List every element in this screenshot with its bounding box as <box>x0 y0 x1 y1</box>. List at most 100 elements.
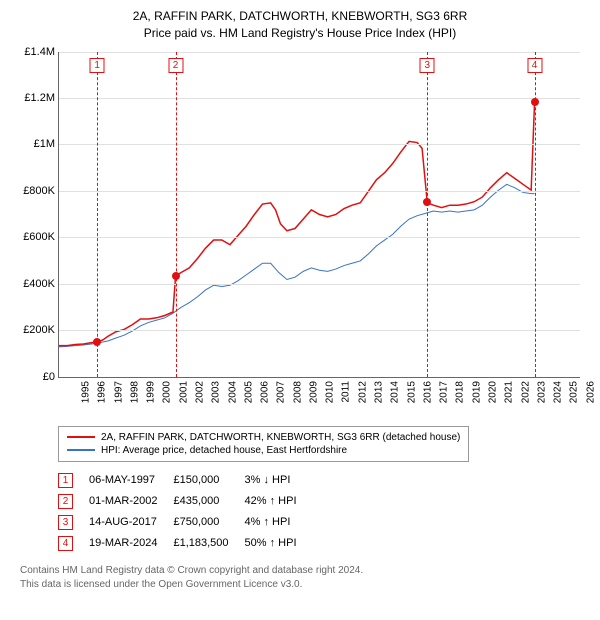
legend: 2A, RAFFIN PARK, DATCHWORTH, KNEBWORTH, … <box>58 426 469 462</box>
x-axis-label: 2010 <box>324 381 335 403</box>
x-axis-label: 2012 <box>357 381 368 403</box>
title-address: 2A, RAFFIN PARK, DATCHWORTH, KNEBWORTH, … <box>10 8 590 25</box>
page-container: 2A, RAFFIN PARK, DATCHWORTH, KNEBWORTH, … <box>0 0 600 620</box>
y-axis-label: £600K <box>23 231 55 243</box>
sale-number-box: 2 <box>58 494 73 509</box>
y-axis-label: £200K <box>23 324 55 336</box>
sale-delta-cell: 50% ↑ HPI <box>245 533 313 554</box>
gridline <box>59 52 580 53</box>
y-axis-label: £800K <box>23 185 55 197</box>
sale-number-box: 1 <box>58 473 73 488</box>
x-axis-label: 2017 <box>438 381 449 403</box>
sale-marker-line <box>176 52 177 377</box>
sale-number-cell: 1 <box>58 470 89 491</box>
x-axis-label: 2022 <box>520 381 531 403</box>
x-axis-label: 2016 <box>422 381 433 403</box>
x-axis-label: 2006 <box>259 381 270 403</box>
x-axis-label: 2023 <box>536 381 547 403</box>
legend-swatch-hpi <box>67 449 95 451</box>
y-axis-label: £1.4M <box>24 46 55 58</box>
sale-number-cell: 2 <box>58 491 89 512</box>
plot-area: £0£200K£400K£600K£800K£1M£1.2M£1.4M1234 <box>58 52 580 378</box>
sale-marker-number: 3 <box>420 58 435 73</box>
sale-marker-dot <box>423 198 431 206</box>
y-axis-label: £1.2M <box>24 92 55 104</box>
legend-row-hpi: HPI: Average price, detached house, East… <box>67 444 460 457</box>
x-axis-label: 2025 <box>569 381 580 403</box>
sale-price-cell: £750,000 <box>173 512 244 533</box>
x-axis-label: 2007 <box>276 381 287 403</box>
sale-delta-cell: 42% ↑ HPI <box>245 491 313 512</box>
x-axis-label: 1996 <box>97 381 108 403</box>
sale-delta-cell: 3% ↓ HPI <box>245 470 313 491</box>
gridline <box>59 191 580 192</box>
x-axis-label: 2018 <box>455 381 466 403</box>
gridline <box>59 330 580 331</box>
x-axis-label: 2011 <box>340 381 351 403</box>
sale-price-cell: £435,000 <box>173 491 244 512</box>
y-axis-label: £1M <box>34 138 55 150</box>
x-axis-label: 2021 <box>504 381 515 403</box>
sale-marker-number: 1 <box>90 58 105 73</box>
sale-date-cell: 19-MAR-2024 <box>89 533 173 554</box>
x-axis-label: 2026 <box>585 381 596 403</box>
x-axis-label: 1998 <box>129 381 140 403</box>
sale-marker-dot <box>172 272 180 280</box>
x-axis-label: 2009 <box>308 381 319 403</box>
table-row: 3 14-AUG-2017£750,0004% ↑ HPI <box>58 512 313 533</box>
footer-copyright: Contains HM Land Registry data © Crown c… <box>20 564 590 578</box>
x-axis-label: 2002 <box>194 381 205 403</box>
chart-lines-svg <box>59 52 580 377</box>
x-axis-label: 2005 <box>243 381 254 403</box>
x-axis-label: 2000 <box>162 381 173 403</box>
y-axis-label: £0 <box>43 371 55 383</box>
sale-marker-line <box>97 52 98 377</box>
table-row: 419-MAR-2024£1,183,50050% ↑ HPI <box>58 533 313 554</box>
sale-price-cell: £150,000 <box>173 470 244 491</box>
x-axis-label: 2019 <box>471 381 482 403</box>
x-axis-label: 2008 <box>292 381 303 403</box>
sale-delta-cell: 4% ↑ HPI <box>245 512 313 533</box>
table-row: 2 01-MAR-2002£435,00042% ↑ HPI <box>58 491 313 512</box>
x-axis-label: 1999 <box>145 381 156 403</box>
x-axis-label: 2014 <box>390 381 401 403</box>
sale-date-cell: 01-MAR-2002 <box>89 491 173 512</box>
x-axis-label: 2003 <box>211 381 222 403</box>
title-subtitle: Price paid vs. HM Land Registry's House … <box>10 25 590 42</box>
x-axis-label: 2015 <box>406 381 417 403</box>
sale-number-cell: 3 <box>58 512 89 533</box>
sale-number-box: 4 <box>58 536 73 551</box>
x-axis-label: 2001 <box>178 381 189 403</box>
sale-marker-dot <box>93 338 101 346</box>
x-axis-label: 2024 <box>552 381 563 403</box>
sale-marker-number: 4 <box>527 58 542 73</box>
gridline <box>59 144 580 145</box>
gridline <box>59 237 580 238</box>
sale-marker-dot <box>531 98 539 106</box>
sale-date-cell: 06-MAY-1997 <box>89 470 173 491</box>
footer-licence: This data is licensed under the Open Gov… <box>20 578 590 592</box>
series-line <box>59 184 535 347</box>
x-axis-label: 2013 <box>373 381 384 403</box>
sale-number-box: 3 <box>58 515 73 530</box>
y-axis-label: £400K <box>23 278 55 290</box>
sale-marker-number: 2 <box>168 58 183 73</box>
x-axis-label: 2004 <box>227 381 238 403</box>
legend-label-hpi: HPI: Average price, detached house, East… <box>101 445 347 456</box>
title-block: 2A, RAFFIN PARK, DATCHWORTH, KNEBWORTH, … <box>10 8 590 42</box>
legend-swatch-property <box>67 436 95 438</box>
legend-label-property: 2A, RAFFIN PARK, DATCHWORTH, KNEBWORTH, … <box>101 432 460 443</box>
x-axis-label: 2020 <box>487 381 498 403</box>
x-axis-labels: 1995199619971998199920002001200220032004… <box>58 378 580 418</box>
sale-number-cell: 4 <box>58 533 89 554</box>
gridline <box>59 98 580 99</box>
table-row: 1 06-MAY-1997£150,0003% ↓ HPI <box>58 470 313 491</box>
sales-table: 1 06-MAY-1997£150,0003% ↓ HPI 2 01-MAR-2002… <box>58 470 313 554</box>
series-line <box>59 102 535 345</box>
gridline <box>59 284 580 285</box>
sale-date-cell: 14-AUG-2017 <box>89 512 173 533</box>
x-axis-label: 1997 <box>113 381 124 403</box>
chart: £0£200K£400K£600K£800K£1M£1.2M£1.4M1234 … <box>10 48 590 418</box>
footer: Contains HM Land Registry data © Crown c… <box>20 564 590 592</box>
legend-row-property: 2A, RAFFIN PARK, DATCHWORTH, KNEBWORTH, … <box>67 431 460 444</box>
